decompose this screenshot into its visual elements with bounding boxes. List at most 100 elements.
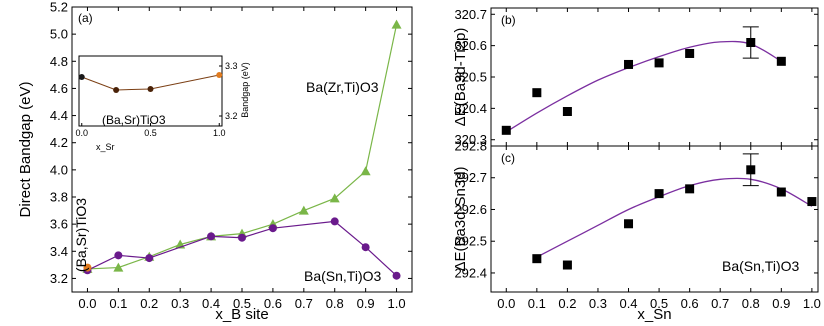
y-tick-label: 5.0 xyxy=(50,27,68,42)
y-tick-label: 292.6 xyxy=(454,202,487,217)
data-point xyxy=(746,38,756,47)
data-point xyxy=(532,88,542,98)
panel-label: (c) xyxy=(501,151,515,165)
x-tick-label: 0.3 xyxy=(589,296,607,311)
x-axis-label: x_Sn xyxy=(637,306,671,323)
annotation-bst: Ba(Sn,Ti)O3 xyxy=(304,268,381,284)
y-tick-label: 320.4 xyxy=(454,101,487,116)
y-tick-label: 320.3 xyxy=(454,132,487,147)
x-tick-label: 0.6 xyxy=(264,296,282,311)
x-tick-label: 0.0 xyxy=(497,296,515,311)
y-tick-label: 320.6 xyxy=(454,38,487,53)
data-point xyxy=(685,184,695,194)
annotation-bsrt: (Ba,Sr)TiO3 xyxy=(73,198,89,272)
data-point xyxy=(654,58,664,68)
x-tick-label: 0.0 xyxy=(75,128,88,138)
panel-a: 0.0 0.1 0.2 0.3 0.4 0.5 0.6 0.7 0.8 0.9 1.0 3.2 3.4 3… xyxy=(17,0,413,323)
data-point xyxy=(330,217,339,226)
x-tick-label: 0.2 xyxy=(558,296,576,311)
data-point xyxy=(746,165,756,175)
plot-frame xyxy=(490,145,819,293)
y-tick-label: 5.2 xyxy=(50,0,68,15)
y-tick-label: 292.4 xyxy=(454,265,487,280)
data-point xyxy=(329,193,340,203)
y-tick-label: 4.8 xyxy=(50,54,68,69)
data-series xyxy=(532,153,817,270)
data-point xyxy=(562,260,572,270)
y-tick-label: 4.4 xyxy=(50,108,68,123)
inset-background xyxy=(76,52,248,154)
y-tick-label: 4.2 xyxy=(50,135,68,150)
data-point xyxy=(361,243,370,252)
data-point xyxy=(562,107,572,116)
data-point xyxy=(685,48,695,58)
fit-series xyxy=(536,177,813,258)
y-tick-label: 4.0 xyxy=(50,162,68,177)
data-point xyxy=(145,254,154,263)
inset-point xyxy=(78,74,85,80)
y-tick-label: 3.2 xyxy=(225,111,238,121)
y-tick-label: 3.8 xyxy=(50,190,68,205)
x-tick-label: 0.4 xyxy=(202,296,220,311)
x-tick-label: 0.6 xyxy=(681,296,699,311)
x-tick-label: 0.3 xyxy=(171,296,189,311)
inset-title: (Ba,Sr)TiO3 xyxy=(102,113,166,127)
annotation: Ba(Sn,Ti)O3 xyxy=(722,258,799,274)
x-tick-label: 0.1 xyxy=(109,296,127,311)
y-tick-label: 3.2 xyxy=(50,271,68,286)
x-tick-label: 0.1 xyxy=(528,296,546,311)
data-point xyxy=(392,271,401,280)
y-tick-label: 320.5 xyxy=(454,70,487,85)
x-tick-label: 0.5 xyxy=(233,296,251,311)
x-tick-label: 0.7 xyxy=(295,296,313,311)
x-tick-label: 0.4 xyxy=(619,296,637,311)
y-axis-label: Direct Bandgap (eV) xyxy=(17,82,34,218)
x-tick-label: 1.0 xyxy=(803,296,821,311)
fit-curve xyxy=(536,177,813,258)
panel-label: (a) xyxy=(78,11,93,25)
annotation-bzt: Ba(Zr,Ti)O3 xyxy=(306,79,379,95)
fit-series xyxy=(505,40,782,133)
panel-b: 320.3 320.4 320.5 320.6 320.7 ΔE(Ba3d-Ti2p) (b… xyxy=(452,7,819,147)
data-point xyxy=(360,166,371,176)
data-point xyxy=(207,232,216,241)
data-point xyxy=(114,251,123,260)
y-axis-label: ΔE(Ba3d-Ti2p) xyxy=(452,28,469,127)
data-point xyxy=(776,56,786,66)
panel-label: (b) xyxy=(501,13,516,27)
inset-point xyxy=(147,86,154,92)
panel-inset: 0.0 0.5 1.0 3.2 3.3 x_Sr Bandgap (eV) (Ba,Sr)Ti… xyxy=(75,52,250,154)
inset-point xyxy=(113,87,120,93)
series-basrtio xyxy=(83,263,92,272)
x-tick-label: 0.5 xyxy=(650,296,668,311)
data-point xyxy=(776,187,786,197)
y-tick-label: 3.3 xyxy=(225,61,238,71)
inset-y-label: Bandgap (eV) xyxy=(240,62,250,118)
x-tick-label: 0.0 xyxy=(78,296,96,311)
y-tick-label: 4.6 xyxy=(50,81,68,96)
data-point xyxy=(113,262,124,272)
x-tick-label: 0.5 xyxy=(144,128,157,138)
inset-point xyxy=(216,72,223,78)
data-point xyxy=(532,254,542,264)
x-tick-label: 0.8 xyxy=(742,296,760,311)
panel-c: 0.0 0.1 0.2 0.3 0.4 0.5 0.6 0.7 0.8 0.9 1.0 292.4 29… xyxy=(452,139,821,324)
x-tick-label: 0.9 xyxy=(357,296,375,311)
data-point xyxy=(624,59,634,69)
data-point xyxy=(391,19,402,29)
inset-series xyxy=(78,72,223,93)
x-tick-label: 1.0 xyxy=(213,128,226,138)
x-axis-label: x_B site xyxy=(215,306,268,323)
x-tick-label: 1.0 xyxy=(388,296,406,311)
x-tick-label: 0.8 xyxy=(326,296,344,311)
data-point xyxy=(501,125,511,135)
x-tick-label: 0.2 xyxy=(140,296,158,311)
y-tick-label: 3.6 xyxy=(50,217,68,232)
data-point xyxy=(83,263,92,272)
x-tick-label: 0.9 xyxy=(772,296,790,311)
x-tick-label: 0.7 xyxy=(711,296,729,311)
data-point xyxy=(298,205,309,215)
data-point xyxy=(624,219,634,229)
y-tick-label: 292.8 xyxy=(454,139,487,154)
